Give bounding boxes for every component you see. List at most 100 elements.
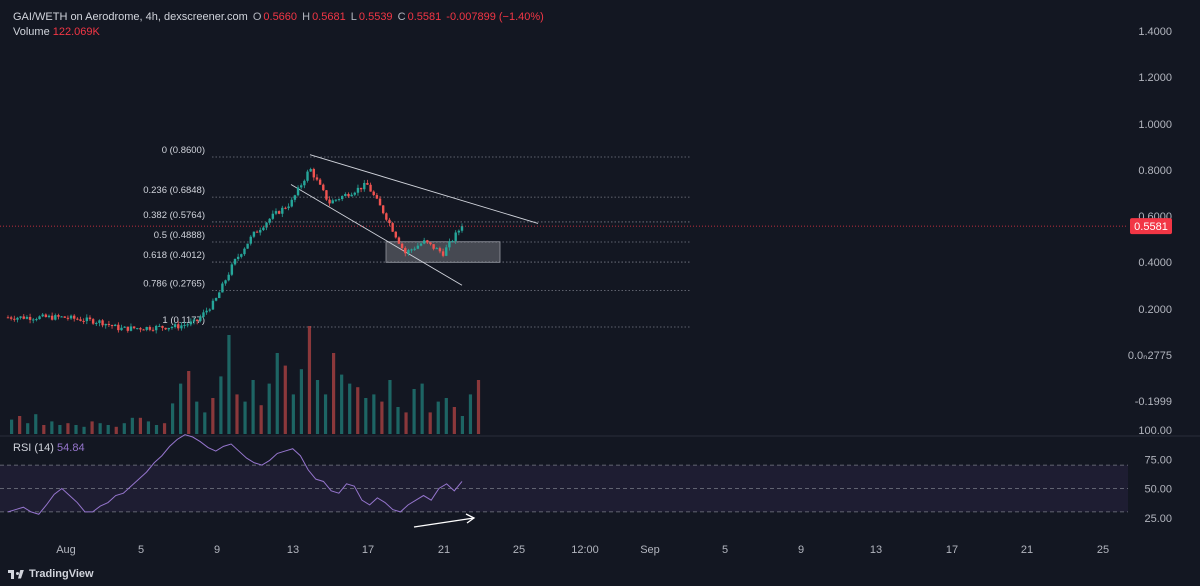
volume-bar (267, 383, 271, 434)
trend-channel[interactable] (290, 154, 539, 286)
candle-body (54, 315, 57, 320)
volume-bar (372, 394, 376, 434)
arrow-head-icon (465, 513, 476, 524)
volume-bar (235, 394, 239, 434)
volume-bar (307, 326, 312, 434)
candle-body (66, 317, 70, 319)
volume-bar (179, 383, 183, 434)
candle-body (394, 231, 397, 238)
volume-bar (146, 421, 151, 434)
volume-bar (388, 380, 392, 434)
rsi-axis[interactable]: 100.00 75.00 50.00 25.00 (1138, 425, 1172, 525)
candle-body (356, 187, 360, 193)
price-tag-label: 0.5581 (1134, 221, 1168, 233)
fibonacci-retracement[interactable]: 0 (0.8600) 0.236 (0.6848) 0.382 (0.5764) 0.… (143, 145, 690, 328)
volume-bar (283, 365, 287, 434)
volume-bar (138, 417, 142, 434)
open-label: O (252, 11, 262, 23)
time-axis[interactable]: Aug 5 9 13 17 21 25 12:00 Sep 5 9 13 17 21 25 (56, 544, 1109, 556)
fib-level-label-0: 0 (0.8600) (162, 145, 205, 156)
volume-bar (243, 401, 247, 434)
volume-bar (404, 412, 408, 434)
volume-bar (154, 425, 159, 434)
candle-body (107, 323, 111, 325)
candle-body (284, 207, 287, 209)
rsi-divergence-arrow[interactable] (413, 513, 476, 528)
candle-body (246, 243, 249, 249)
volume-bar (130, 417, 134, 434)
volume-bar (452, 407, 456, 434)
price-tag-bg (1130, 218, 1172, 235)
candle-body (369, 184, 372, 192)
close-value: 0.5581 (407, 11, 442, 23)
time-tick-label: 25 (1097, 544, 1109, 556)
candle-body (353, 192, 357, 195)
candle-body (429, 242, 432, 245)
candle-body (287, 206, 290, 209)
time-tick-label: 5 (138, 544, 144, 556)
candle-body (132, 326, 136, 329)
candle-body (123, 326, 126, 328)
fib-level-label-4: 0.618 (0.4012) (143, 250, 205, 261)
candle-body (25, 316, 29, 319)
candle-body (388, 219, 391, 224)
rsi-value: 54.84 (57, 442, 85, 454)
volume-bar (356, 387, 360, 434)
trend-line-1 (290, 184, 463, 286)
candle-body (366, 182, 369, 185)
candle-body (271, 213, 275, 219)
candle-body (35, 319, 38, 321)
volume-bar (74, 425, 78, 434)
volume-bar (275, 353, 279, 434)
tradingview-brand[interactable]: TradingView (8, 568, 94, 580)
candle-body (82, 320, 85, 322)
candle-body (199, 316, 202, 321)
candle-body (32, 319, 35, 321)
candle-body (236, 256, 240, 260)
rsi-line (7, 434, 463, 515)
candle-body (148, 326, 152, 330)
volume-bar (251, 380, 255, 434)
high-value: 0.5681 (312, 11, 346, 23)
candle-body (202, 312, 205, 317)
candle-body (218, 292, 221, 299)
price-tick-label: -0.1999 (1135, 396, 1172, 408)
volume-bar (50, 421, 54, 434)
candle-body (378, 198, 382, 206)
candle-body (281, 207, 284, 214)
time-tick-label: 5 (722, 544, 728, 556)
volume-bar (114, 426, 118, 434)
candle-body (227, 274, 230, 281)
time-tick-label: Aug (56, 544, 76, 556)
candle-body (419, 243, 423, 246)
candle-body (205, 310, 208, 313)
candle-body (192, 319, 196, 322)
fib-level-label-3: 0.5 (0.4888) (154, 230, 205, 241)
candle-body (404, 248, 407, 254)
volume-bar (227, 335, 231, 434)
volume-bar (323, 394, 328, 434)
price-tick-label: 0.4000 (1138, 257, 1172, 269)
time-tick-label: 21 (1021, 544, 1033, 556)
candle-body (173, 324, 177, 328)
candle-body (211, 300, 215, 310)
price-axis[interactable]: 1.40001.20001.00000.80000.60000.40000.20… (1128, 26, 1172, 408)
price-tick-label: 0.2000 (1138, 304, 1172, 316)
candle-body (195, 319, 199, 321)
candle-body (6, 317, 10, 319)
volume-bar (42, 425, 46, 434)
candle-body (441, 251, 445, 256)
candle-body (391, 223, 394, 232)
close-label: C (397, 11, 406, 23)
time-tick-label: Sep (640, 544, 660, 556)
candle-body (180, 325, 183, 329)
candle-body (98, 320, 101, 323)
price-tick-label: 1.2000 (1138, 72, 1172, 84)
candle-body (240, 254, 243, 257)
candle-body (303, 180, 306, 186)
candle-body (57, 315, 60, 317)
candle-body (44, 314, 48, 318)
candle-body (300, 185, 303, 188)
candle-body (145, 326, 148, 330)
